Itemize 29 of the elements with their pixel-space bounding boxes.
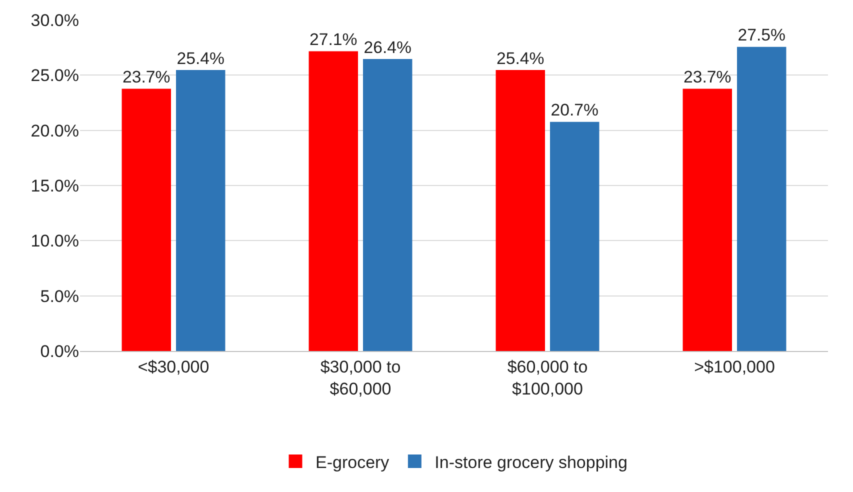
bar — [550, 122, 600, 351]
bar — [682, 88, 732, 351]
x-tick-label: >$100,000 — [694, 357, 775, 376]
bar — [176, 70, 226, 351]
bar — [363, 58, 412, 351]
data-label: 25.4% — [496, 48, 544, 68]
y-tick-label: 0.0% — [40, 342, 79, 361]
x-tick-label: <$30,000 — [138, 357, 210, 376]
data-label: 26.4% — [364, 38, 412, 57]
x-tick-label: $60,000 to $100,000 — [507, 357, 588, 398]
y-tick-label: 15.0% — [30, 176, 79, 196]
data-label: 20.7% — [550, 100, 599, 120]
y-tick-label: 10.0% — [30, 232, 79, 251]
data-label: 23.7% — [122, 68, 170, 87]
y-tick-label: 25.0% — [30, 66, 79, 86]
bar — [496, 70, 545, 351]
bar — [122, 88, 171, 351]
y-tick-label: 20.0% — [30, 121, 79, 140]
data-label: 27.5% — [738, 26, 786, 45]
y-tick-label: 5.0% — [40, 286, 79, 306]
data-label: 23.7% — [684, 68, 732, 87]
data-label: 27.1% — [310, 30, 358, 50]
bar — [737, 46, 786, 351]
y-tick-label: 30.0% — [30, 10, 79, 30]
x-tick-label: $30,000 to $60,000 — [320, 357, 401, 398]
bar — [308, 51, 358, 351]
legend-label: In-store grocery shopping — [434, 452, 628, 472]
data-label: 25.4% — [176, 48, 225, 68]
legend-label: E-grocery — [316, 452, 390, 472]
